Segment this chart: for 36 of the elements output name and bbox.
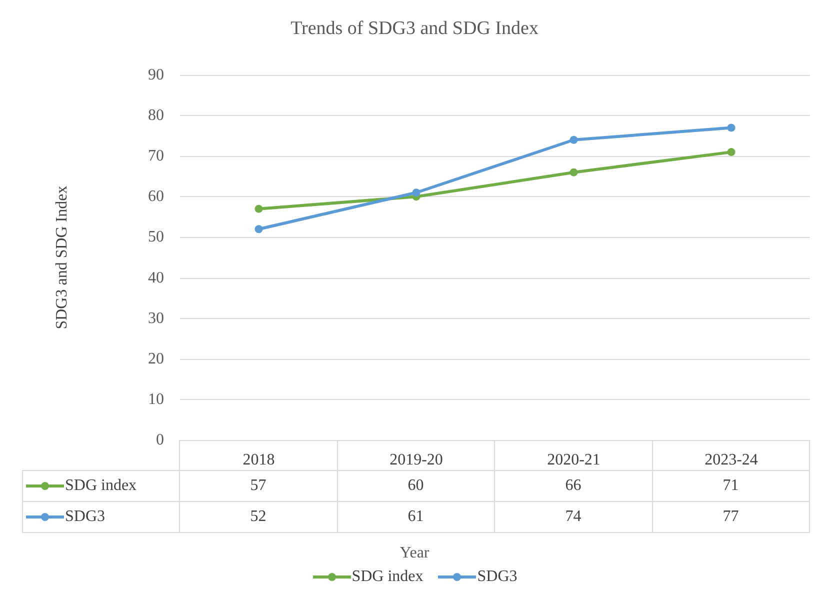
data-label: 60 <box>338 471 495 502</box>
point <box>254 204 263 213</box>
chart-title: Trends of SDG3 and SDG Index <box>290 18 539 39</box>
y-tick-label: 30 <box>148 310 164 327</box>
data-label: 71 <box>652 471 810 502</box>
x-tick-label: 2023-24 <box>704 452 758 468</box>
data-label: 57 <box>180 471 338 502</box>
point <box>727 124 736 132</box>
y-tick-label: 0 <box>156 432 164 448</box>
legend-label: SDG3 <box>65 508 106 526</box>
point <box>570 168 578 176</box>
y-tick-label: 20 <box>148 350 164 368</box>
point <box>254 225 263 234</box>
data-label: 77 <box>652 502 810 533</box>
y-tick-label: 80 <box>148 107 164 124</box>
x-tick-label: 2018 <box>242 452 275 468</box>
point <box>570 136 578 144</box>
y-tick-label: 90 <box>148 66 164 84</box>
y-tick-label: 70 <box>148 148 164 165</box>
data-label: 52 <box>180 502 338 533</box>
point <box>727 148 736 156</box>
data-label: 74 <box>495 502 652 533</box>
point <box>412 188 420 197</box>
y-tick-label: 10 <box>148 390 164 408</box>
x-tick-label: 2020-21 <box>547 452 600 468</box>
data-label: 61 <box>338 502 495 533</box>
legend-label: SDG index <box>65 477 137 495</box>
text: SDG3 <box>477 568 518 585</box>
data-label: 66 <box>495 471 652 502</box>
text: SDG index <box>352 568 424 585</box>
y-tick-label: 60 <box>148 188 164 206</box>
y-tick-label: 50 <box>148 228 164 246</box>
y-axis-title: SDG3 and SDG Index <box>54 186 70 330</box>
y-tick-label: 40 <box>148 269 164 286</box>
x-tick-label: 2019-20 <box>390 452 443 468</box>
text: Year <box>400 544 430 562</box>
